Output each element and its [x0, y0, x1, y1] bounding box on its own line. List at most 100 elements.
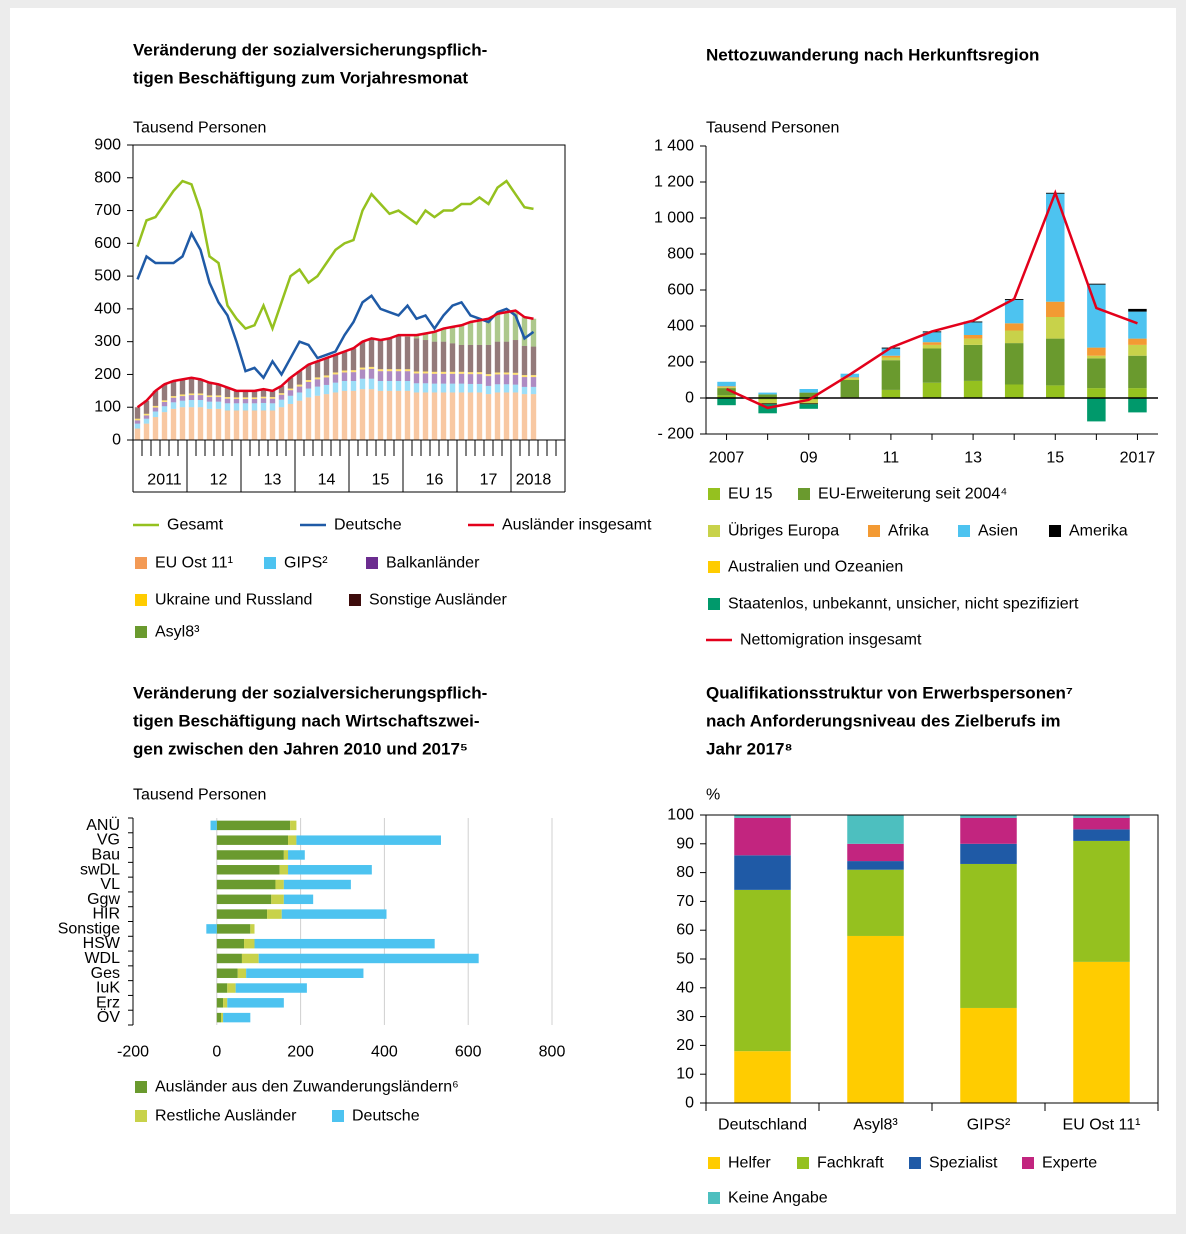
bar	[224, 410, 231, 440]
bar	[233, 397, 240, 400]
bar	[485, 376, 492, 386]
bar	[1087, 358, 1106, 389]
bar	[223, 1012, 251, 1023]
bar	[278, 394, 285, 400]
x-tick-label: 11	[883, 450, 900, 467]
bar	[197, 395, 204, 401]
bar	[188, 407, 195, 440]
bar	[485, 385, 492, 395]
bar	[521, 317, 528, 346]
bar	[404, 369, 411, 372]
bar	[494, 374, 501, 385]
legend-label: Deutsche	[352, 1108, 420, 1125]
bar	[717, 386, 736, 388]
bar	[278, 399, 285, 408]
chart-title: tigen Beschäftigung zum Vorjahresmonat	[133, 69, 468, 88]
bar	[377, 369, 384, 372]
y-tick-label: ÖV	[97, 1008, 120, 1026]
y-tick-label: 0	[685, 1095, 694, 1112]
bar	[296, 371, 303, 385]
legend-label: GIPS²	[284, 555, 328, 572]
bar	[260, 389, 267, 397]
bar	[1128, 311, 1147, 339]
bar	[305, 381, 312, 389]
x-tick-label: 2018	[516, 472, 552, 489]
bar	[395, 390, 402, 440]
bar	[458, 383, 465, 393]
x-tick-label: 16	[426, 472, 444, 489]
x-tick-label: 800	[539, 1044, 566, 1061]
bar	[799, 392, 818, 398]
bar	[341, 351, 348, 371]
bar	[386, 338, 393, 370]
legend-label: Sonstige Ausländer	[369, 592, 508, 609]
bar	[512, 340, 519, 373]
bar	[283, 894, 314, 905]
bar	[341, 390, 348, 440]
bar	[494, 392, 501, 440]
x-tick-label: 200	[287, 1044, 314, 1061]
bar	[734, 889, 791, 1052]
chart-title: tigen Beschäftigung nach Wirtschaftszwei…	[133, 712, 480, 731]
legend-label: Spezialist	[929, 1155, 998, 1172]
bar	[413, 335, 420, 339]
bar	[395, 369, 402, 372]
bar	[251, 390, 258, 398]
bar	[431, 373, 438, 384]
bar	[260, 398, 267, 403]
bar	[215, 401, 222, 409]
bar	[440, 392, 447, 440]
y-tick-label: ANÜ	[86, 816, 120, 834]
bar	[440, 341, 447, 372]
bar	[1128, 308, 1147, 312]
bar	[386, 369, 393, 372]
bar	[359, 369, 366, 379]
bar	[1073, 815, 1130, 818]
bar	[350, 390, 357, 440]
chart-title: Veränderung der sozialversicherungspflic…	[133, 684, 487, 703]
bar	[359, 341, 366, 368]
y-tick-label: 1 000	[654, 210, 694, 227]
bar	[368, 368, 375, 379]
bar	[197, 407, 204, 440]
legend-swatch	[1022, 1157, 1034, 1169]
bar	[422, 333, 429, 341]
bar	[422, 371, 429, 374]
bar	[521, 377, 528, 387]
legend-swatch	[349, 594, 361, 606]
bar	[152, 407, 159, 412]
bar	[440, 371, 447, 374]
bar	[206, 924, 217, 934]
x-tick-label: -200	[117, 1044, 149, 1061]
bar	[188, 395, 195, 401]
bar	[287, 388, 294, 391]
bar	[134, 423, 141, 429]
x-tick-label: Deutschland	[718, 1117, 807, 1134]
bar	[458, 325, 465, 345]
legend-swatch	[708, 1192, 720, 1204]
bar	[368, 338, 375, 367]
bar	[960, 863, 1017, 1008]
bar	[260, 402, 267, 411]
bar	[216, 894, 272, 905]
x-tick-label: 2007	[709, 450, 745, 467]
legend-label: Gesamt	[167, 517, 224, 534]
bar	[734, 855, 791, 890]
bar	[881, 355, 901, 358]
bar	[717, 388, 736, 396]
bar	[1128, 388, 1147, 398]
bar	[233, 403, 240, 411]
y-tick-label: 600	[667, 282, 694, 299]
bar	[323, 358, 330, 376]
bar	[960, 843, 1017, 864]
chart-title: gen zwischen den Jahren 2010 und 2017⁵	[133, 740, 468, 759]
bar	[323, 394, 330, 440]
bar	[422, 383, 429, 393]
bar	[512, 384, 519, 393]
bar	[233, 399, 240, 404]
y-tick-label: 40	[676, 979, 694, 996]
bar	[881, 357, 901, 361]
y-tick-label: 300	[94, 333, 121, 350]
bar	[283, 850, 289, 860]
bar	[395, 381, 402, 391]
